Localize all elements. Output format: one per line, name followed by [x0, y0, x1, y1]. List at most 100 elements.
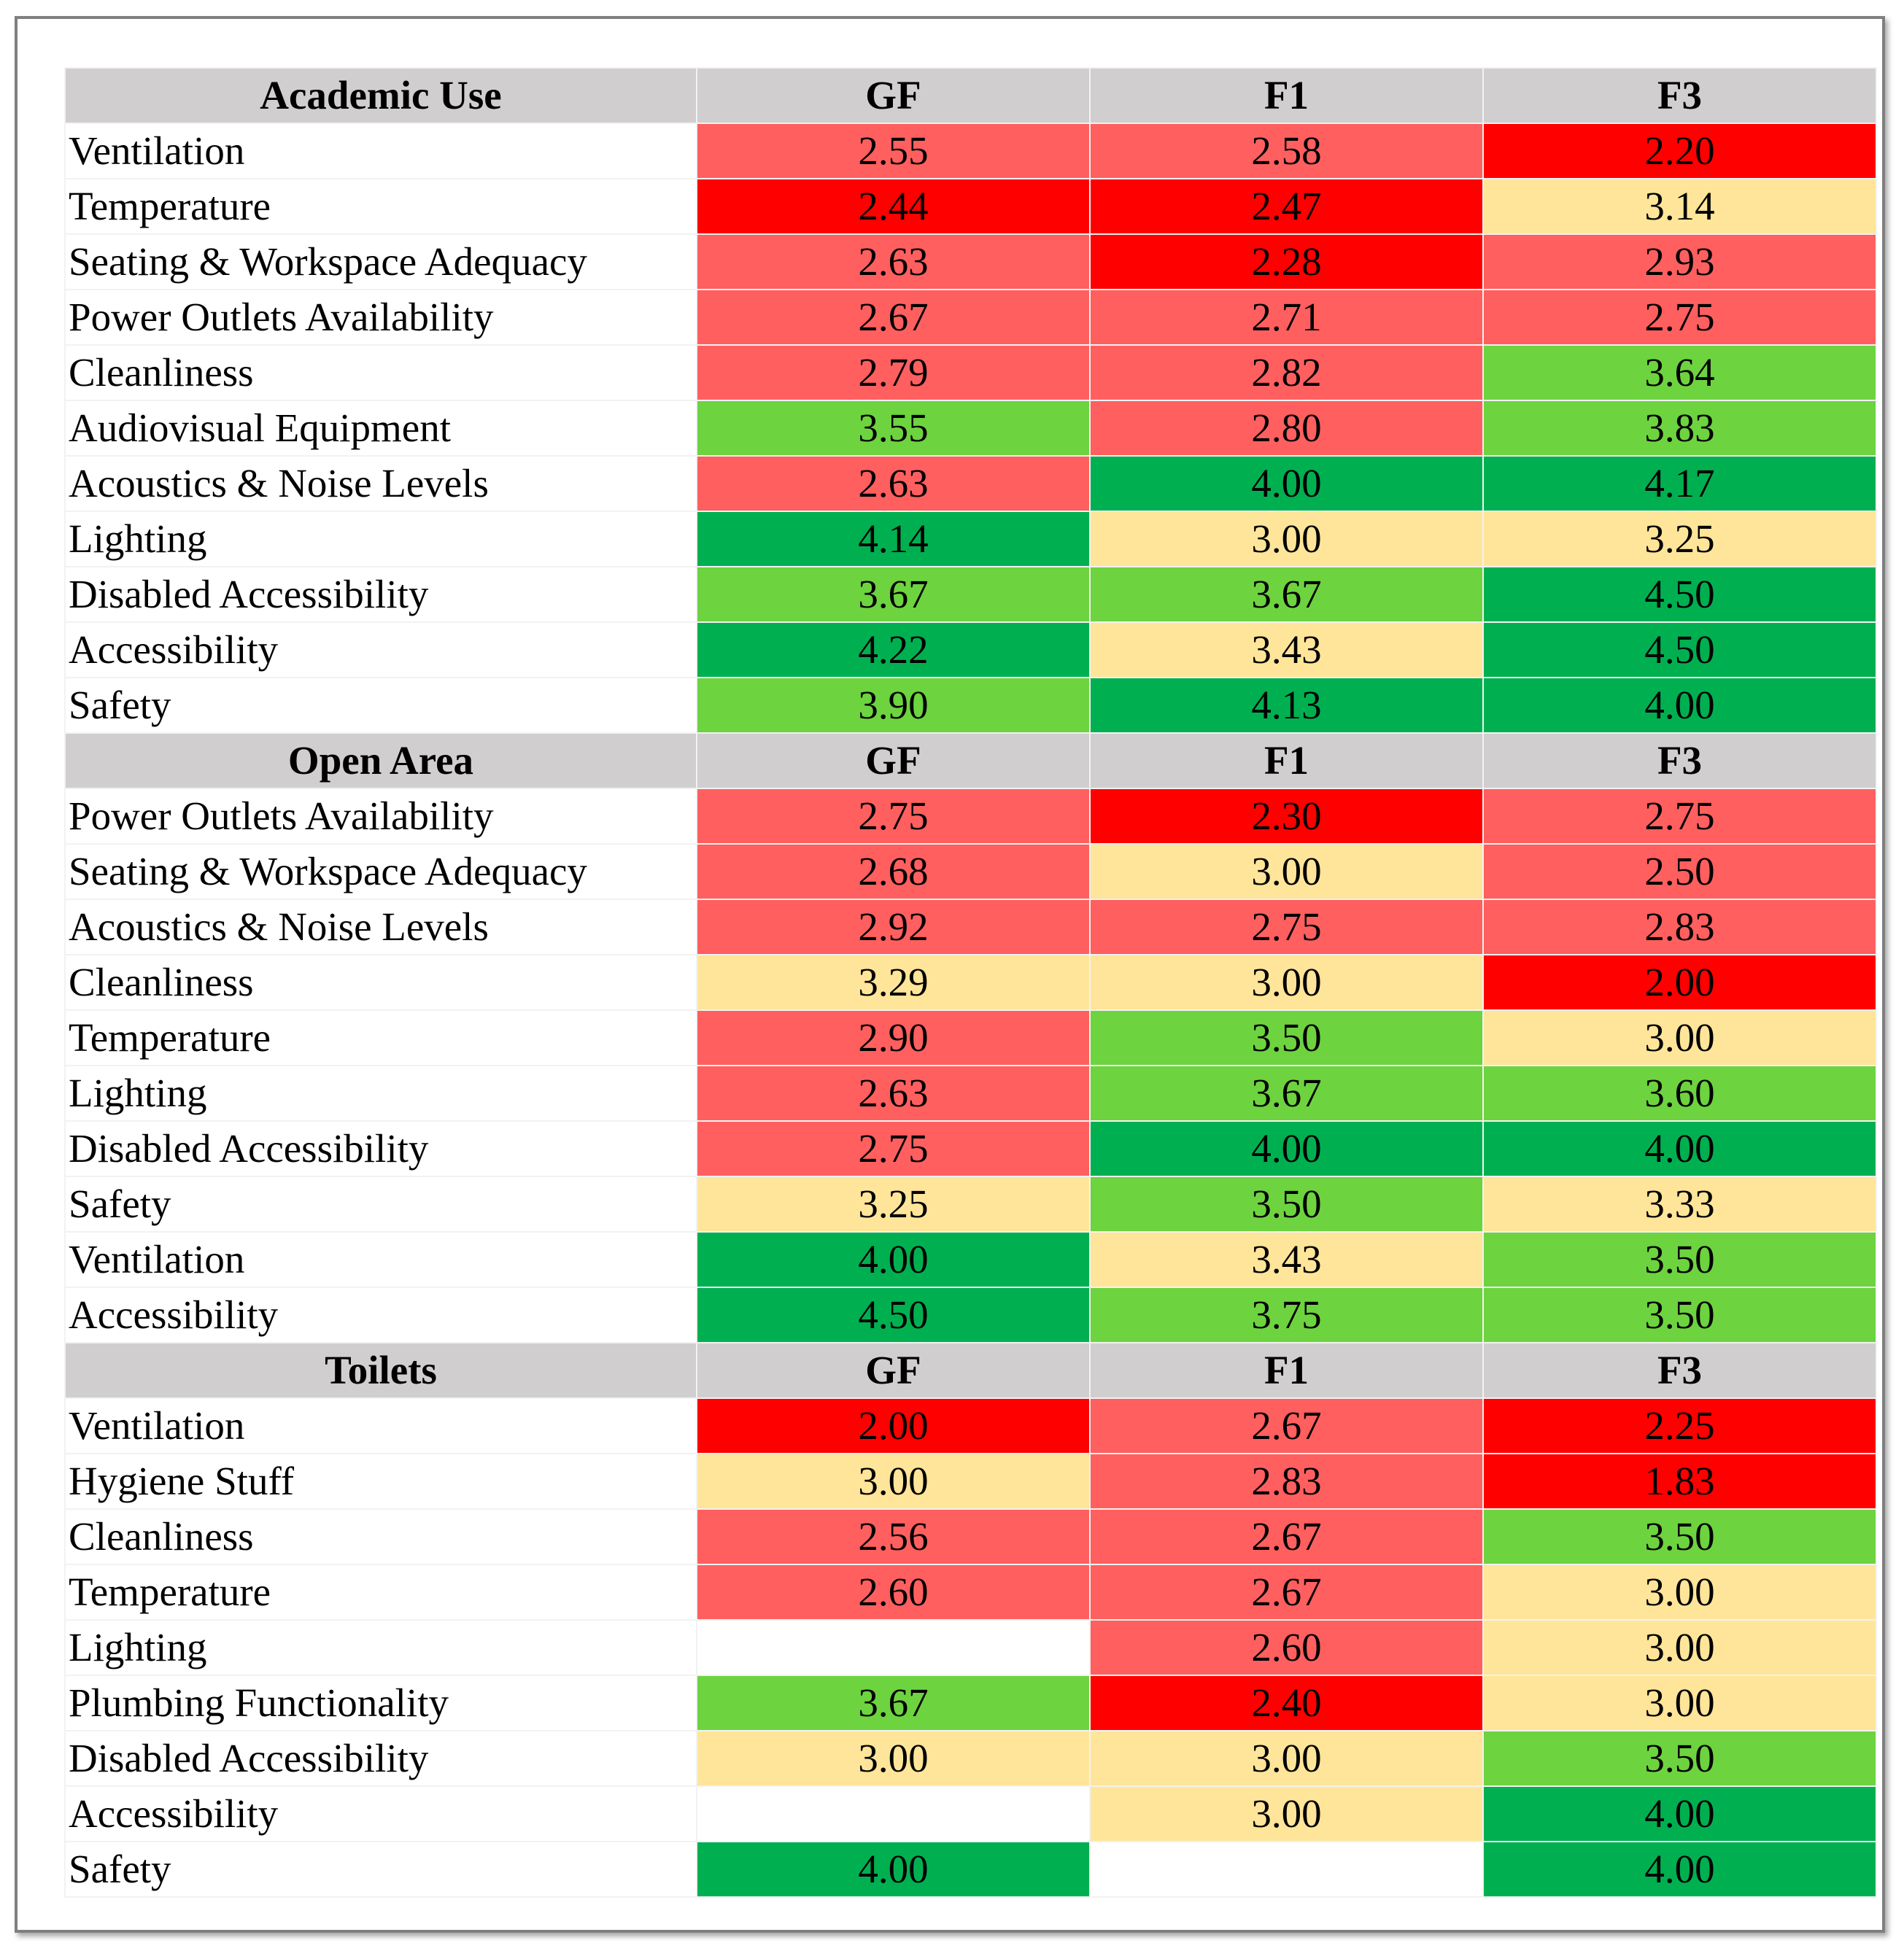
table-row: Audiovisual Equipment 3.55 2.80 3.83 [64, 400, 1877, 457]
rating-cell-f3: 2.75 [1482, 788, 1877, 845]
row-label: Power Outlets Availability [64, 289, 697, 346]
row-label: Temperature [64, 1009, 697, 1066]
table-row: Temperature 2.90 3.50 3.00 [64, 1009, 1877, 1066]
rating-cell-f1: 2.75 [1089, 899, 1484, 955]
rating-cell-f1: 3.00 [1089, 1785, 1484, 1842]
rating-cell-f1: 4.00 [1089, 1120, 1484, 1177]
rating-cell-f3: 3.00 [1482, 1675, 1877, 1731]
table-row: Power Outlets Availability 2.67 2.71 2.75 [64, 289, 1877, 346]
row-label: Disabled Accessibility [64, 1730, 697, 1787]
rating-cell-f3: 3.33 [1482, 1176, 1877, 1233]
rating-cell-f3: 4.50 [1482, 621, 1877, 678]
rating-cell-gf: 2.68 [696, 843, 1091, 900]
table-row: Lighting 2.63 3.67 3.60 [64, 1065, 1877, 1122]
table-row: Accessibility 3.00 4.00 [64, 1785, 1877, 1842]
table-row: Ventilation 2.55 2.58 2.20 [64, 123, 1877, 179]
rating-cell-gf: 2.60 [696, 1564, 1091, 1621]
rating-cell-gf: 2.56 [696, 1508, 1091, 1565]
table-row: Lighting 4.14 3.00 3.25 [64, 511, 1877, 567]
row-label: Temperature [64, 178, 697, 235]
rating-cell-gf: 3.00 [696, 1453, 1091, 1510]
table-row: Safety 3.90 4.13 4.00 [64, 677, 1877, 734]
rating-cell-gf: 3.90 [696, 677, 1091, 734]
rating-cell-gf: 4.14 [696, 511, 1091, 567]
rating-cell-f3: 4.17 [1482, 455, 1877, 512]
rating-cell-f1: 2.80 [1089, 400, 1484, 457]
rating-cell-f1: 2.67 [1089, 1564, 1484, 1621]
section-header-toilets: Toilets GF F1 F3 [64, 1342, 1877, 1399]
rating-cell-f1: 2.58 [1089, 123, 1484, 179]
row-label: Cleanliness [64, 954, 697, 1011]
rating-cell-gf: 4.00 [696, 1841, 1091, 1898]
row-label: Safety [64, 1841, 697, 1898]
column-header-f1: F1 [1089, 732, 1484, 789]
rating-cell-gf: 3.67 [696, 1675, 1091, 1731]
table-row: Lighting 2.60 3.00 [64, 1619, 1877, 1676]
rating-cell-f1: 3.43 [1089, 1231, 1484, 1288]
rating-cell-f3: 3.14 [1482, 178, 1877, 235]
table-row: Disabled Accessibility 3.67 3.67 4.50 [64, 566, 1877, 623]
section-header-open-area: Open Area GF F1 F3 [64, 732, 1877, 789]
table-row: Cleanliness 2.56 2.67 3.50 [64, 1508, 1877, 1565]
row-label: Ventilation [64, 1397, 697, 1454]
column-header-f3: F3 [1482, 1342, 1877, 1399]
section-title: Toilets [64, 1342, 697, 1399]
rating-cell-f1: 2.28 [1089, 233, 1484, 290]
rating-cell-f1: 2.47 [1089, 178, 1484, 235]
table-row: Temperature 2.44 2.47 3.14 [64, 178, 1877, 235]
row-label: Lighting [64, 511, 697, 567]
row-label: Hygiene Stuff [64, 1453, 697, 1510]
row-label: Disabled Accessibility [64, 566, 697, 623]
rating-cell-f1: 2.71 [1089, 289, 1484, 346]
table-row: Ventilation 4.00 3.43 3.50 [64, 1231, 1877, 1288]
rating-cell-f1: 2.40 [1089, 1675, 1484, 1731]
rating-cell-f1: 3.67 [1089, 1065, 1484, 1122]
table-row: Hygiene Stuff 3.00 2.83 1.83 [64, 1453, 1877, 1510]
rating-cell-f1: 2.67 [1089, 1397, 1484, 1454]
rating-cell-f3: 2.00 [1482, 954, 1877, 1011]
rating-cell-f1: 3.43 [1089, 621, 1484, 678]
rating-cell-gf: 2.79 [696, 344, 1091, 401]
rating-cell-gf: 2.90 [696, 1009, 1091, 1066]
column-header-gf: GF [696, 732, 1091, 789]
rating-cell-f3: 3.00 [1482, 1564, 1877, 1621]
table-row: Safety 3.25 3.50 3.33 [64, 1176, 1877, 1233]
rating-cell-f3: 4.00 [1482, 1120, 1877, 1177]
rating-cell-f3: 2.50 [1482, 843, 1877, 900]
column-header-f1: F1 [1089, 67, 1484, 124]
rating-cell-f1: 2.82 [1089, 344, 1484, 401]
rating-cell-gf [696, 1785, 1091, 1842]
rating-cell-f1: 3.67 [1089, 566, 1484, 623]
rating-cell-f1: 3.00 [1089, 511, 1484, 567]
rating-cell-gf: 2.63 [696, 233, 1091, 290]
row-label: Accessibility [64, 1287, 697, 1343]
table-row: Acoustics & Noise Levels 2.63 4.00 4.17 [64, 455, 1877, 512]
rating-cell-f3: 4.00 [1482, 1841, 1877, 1898]
rating-cell-gf: 4.50 [696, 1287, 1091, 1343]
rating-cell-gf: 2.00 [696, 1397, 1091, 1454]
row-label: Disabled Accessibility [64, 1120, 697, 1177]
rating-cell-gf [696, 1619, 1091, 1676]
section-title: Academic Use [64, 67, 697, 124]
rating-cell-gf: 3.00 [696, 1730, 1091, 1787]
rating-cell-f1 [1089, 1841, 1484, 1898]
rating-cell-f1: 2.30 [1089, 788, 1484, 845]
table-row: Seating & Workspace Adequacy 2.63 2.28 2.93 [64, 233, 1877, 290]
row-label: Lighting [64, 1065, 697, 1122]
rating-cell-f1: 2.83 [1089, 1453, 1484, 1510]
row-label: Accessibility [64, 621, 697, 678]
rating-cell-f1: 3.00 [1089, 843, 1484, 900]
rating-cell-gf: 2.75 [696, 788, 1091, 845]
rating-cell-gf: 2.44 [696, 178, 1091, 235]
row-label: Ventilation [64, 1231, 697, 1288]
rating-cell-gf: 4.00 [696, 1231, 1091, 1288]
rating-cell-f3: 3.60 [1482, 1065, 1877, 1122]
rating-cell-f1: 2.60 [1089, 1619, 1484, 1676]
rating-cell-gf: 2.67 [696, 289, 1091, 346]
rating-cell-f3: 4.50 [1482, 566, 1877, 623]
rating-cell-f1: 3.00 [1089, 954, 1484, 1011]
row-label: Temperature [64, 1564, 697, 1621]
rating-heatmap-table: Academic Use GF F1 F3 Ventilation 2.55 2.58 2.2… [64, 67, 1877, 1898]
rating-cell-f3: 2.20 [1482, 123, 1877, 179]
rating-cell-f3: 2.75 [1482, 289, 1877, 346]
